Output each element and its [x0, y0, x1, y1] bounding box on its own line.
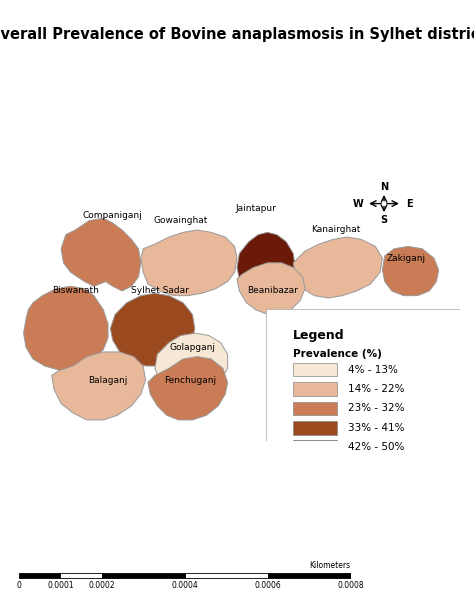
Bar	[268, 573, 351, 578]
Bar	[19, 573, 61, 578]
Text: 42% - 50%: 42% - 50%	[348, 442, 405, 452]
Text: Sylhet Sadar: Sylhet Sadar	[131, 287, 189, 296]
Text: 4% - 13%: 4% - 13%	[348, 365, 398, 374]
Polygon shape	[52, 352, 146, 420]
Polygon shape	[237, 263, 305, 315]
Text: 0.0004: 0.0004	[172, 581, 198, 590]
Text: Fenchuganj: Fenchuganj	[164, 375, 216, 384]
Polygon shape	[293, 237, 383, 298]
Text: Zakiganj: Zakiganj	[386, 254, 425, 263]
Text: Jaintapur: Jaintapur	[235, 204, 276, 213]
Text: Kilometers: Kilometers	[310, 561, 351, 570]
Bar	[292, 382, 337, 396]
Polygon shape	[155, 333, 228, 394]
Text: 0.0008: 0.0008	[337, 581, 364, 590]
Text: Companiganj: Companiganj	[83, 212, 143, 221]
Text: Balaganj: Balaganj	[88, 375, 128, 384]
Text: Overall Prevalence of Bovine anaplasmosis in Sylhet district: Overall Prevalence of Bovine anaplasmosi…	[0, 27, 474, 42]
Text: Biswanath: Biswanath	[52, 287, 99, 296]
Polygon shape	[148, 356, 228, 420]
Text: N: N	[380, 182, 388, 192]
Text: 0.0006: 0.0006	[255, 581, 281, 590]
Text: 0: 0	[17, 581, 21, 590]
Bar	[61, 573, 102, 578]
Bar	[292, 362, 337, 377]
Text: E: E	[407, 198, 413, 209]
Bar	[292, 402, 337, 415]
Polygon shape	[110, 293, 195, 366]
Text: 0.0001: 0.0001	[47, 581, 74, 590]
Text: Gowainghat: Gowainghat	[154, 216, 208, 225]
Text: Prevalence (%): Prevalence (%)	[292, 349, 382, 359]
Polygon shape	[237, 232, 296, 310]
Text: Golapganj: Golapganj	[169, 343, 216, 352]
Text: Kanairghat: Kanairghat	[311, 225, 360, 234]
Bar	[292, 421, 337, 434]
FancyBboxPatch shape	[266, 309, 462, 441]
Text: Beanibazar: Beanibazar	[247, 287, 298, 296]
Bar	[185, 573, 268, 578]
Text: 23% - 32%: 23% - 32%	[348, 403, 405, 414]
Text: Legend: Legend	[292, 330, 344, 343]
Polygon shape	[383, 246, 438, 296]
Text: W: W	[353, 198, 364, 209]
Bar	[102, 573, 185, 578]
Polygon shape	[61, 218, 141, 291]
Text: 0.0002: 0.0002	[89, 581, 115, 590]
Text: S: S	[381, 215, 388, 225]
Text: 33% - 41%: 33% - 41%	[348, 423, 405, 433]
Polygon shape	[24, 286, 108, 371]
Polygon shape	[141, 230, 237, 296]
Text: 14% - 22%: 14% - 22%	[348, 384, 405, 394]
Bar	[292, 440, 337, 454]
